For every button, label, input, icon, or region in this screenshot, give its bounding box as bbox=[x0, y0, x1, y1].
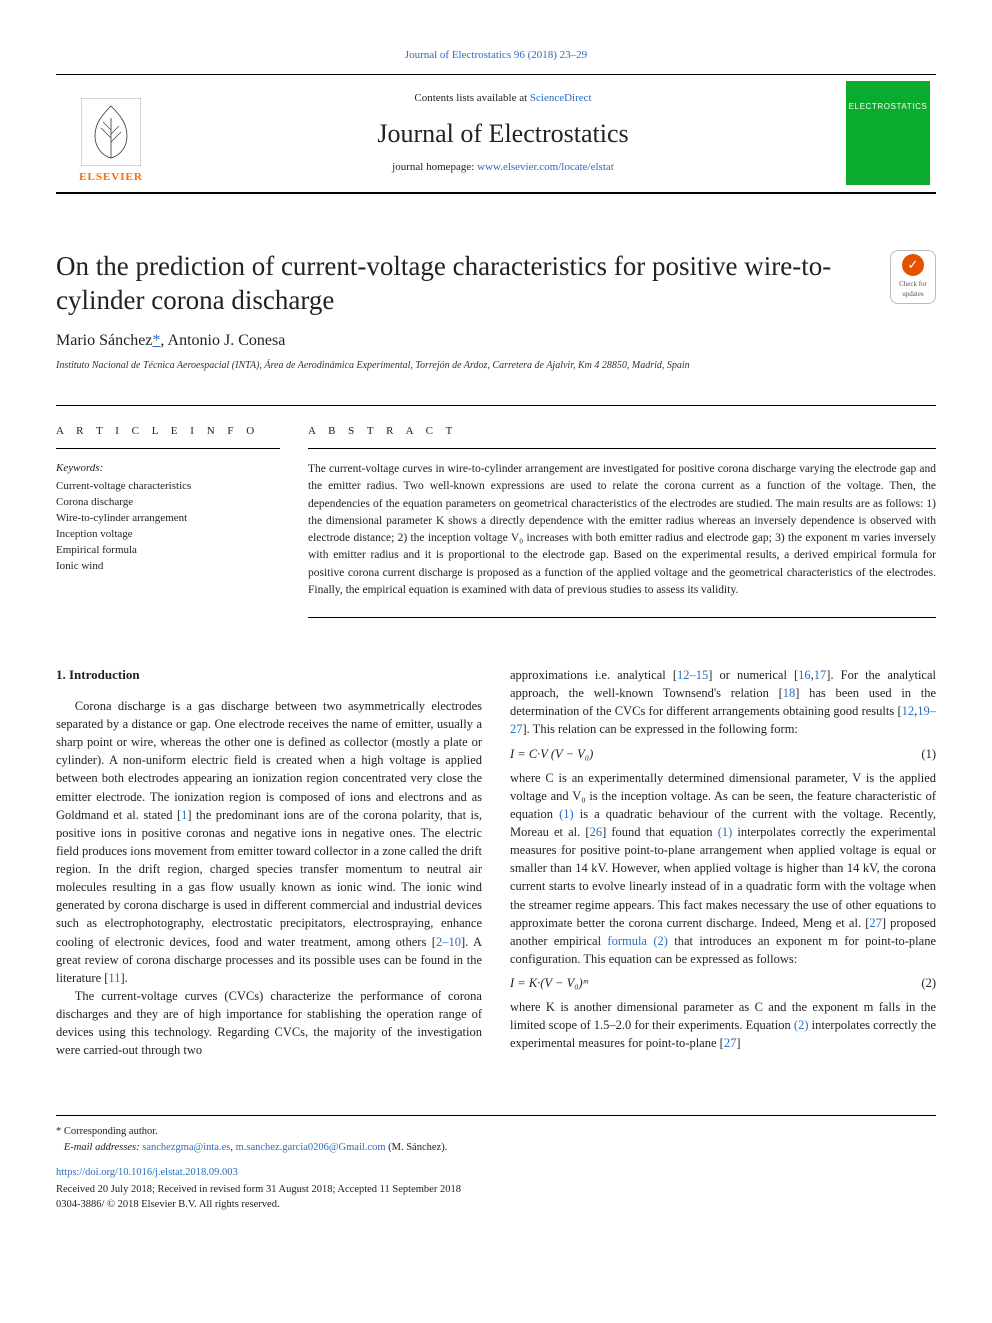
body-text: interpolates correctly the experimental … bbox=[510, 825, 936, 930]
ref-link[interactable]: (2) bbox=[794, 1018, 809, 1032]
ref-link[interactable]: (1) bbox=[559, 807, 574, 821]
top-citation: Journal of Electrostatics 96 (2018) 23–2… bbox=[56, 48, 936, 64]
keyword: Wire-to-cylinder arrangement bbox=[56, 511, 280, 527]
ref-link[interactable]: 26 bbox=[590, 825, 603, 839]
equation-number: (1) bbox=[921, 745, 936, 763]
keyword: Inception voltage bbox=[56, 527, 280, 543]
cover-text: ELECTROSTATICS bbox=[849, 101, 928, 113]
body-para: where C is an experimentally determined … bbox=[510, 769, 936, 968]
homepage-link[interactable]: www.elsevier.com/locate/elstat bbox=[477, 161, 614, 173]
publisher-logo: ELSEVIER bbox=[56, 75, 166, 192]
article-header: On the prediction of current-voltage cha… bbox=[56, 250, 936, 373]
masthead: ELSEVIER Contents lists available at Sci… bbox=[56, 74, 936, 194]
body-para: where K is another dimensional parameter… bbox=[510, 998, 936, 1052]
keyword: Empirical formula bbox=[56, 543, 280, 559]
email-link[interactable]: m.sanchez.garcia0206@Gmail.com bbox=[236, 1142, 386, 1153]
issn-line: 0304-3886/ © 2018 Elsevier B.V. All righ… bbox=[56, 1197, 936, 1212]
ref-link[interactable]: 18 bbox=[783, 686, 796, 700]
keywords-label: Keywords: bbox=[56, 461, 280, 477]
body-text: ] found that equation bbox=[602, 825, 718, 839]
ref-link[interactable]: (1) bbox=[718, 825, 733, 839]
section-heading-1: 1. Introduction bbox=[56, 666, 482, 685]
journal-title: Journal of Electrostatics bbox=[166, 115, 840, 153]
email-label: E-mail addresses: bbox=[64, 1142, 142, 1153]
abstract: A B S T R A C T The current-voltage curv… bbox=[308, 406, 936, 618]
body-text: ]. bbox=[120, 971, 127, 985]
cover-thumb: ELECTROSTATICS bbox=[840, 75, 936, 192]
keyword: Corona discharge bbox=[56, 495, 280, 511]
equation-body: I = C·V (V − V₀) bbox=[510, 745, 593, 763]
masthead-center: Contents lists available at ScienceDirec… bbox=[166, 91, 840, 177]
keywords-list: Current-voltage characteristics Corona d… bbox=[56, 479, 280, 575]
homepage-prefix: journal homepage: bbox=[392, 161, 477, 173]
doi-line: https://doi.org/10.1016/j.elstat.2018.09… bbox=[56, 1165, 936, 1180]
article-info: A R T I C L E I N F O Keywords: Current-… bbox=[56, 406, 280, 618]
check-updates-badge[interactable]: ✓ Check for updates bbox=[890, 250, 936, 304]
footnotes: * Corresponding author. E-mail addresses… bbox=[56, 1115, 936, 1212]
doi-link[interactable]: https://doi.org/10.1016/j.elstat.2018.09… bbox=[56, 1167, 238, 1178]
email-tail: (M. Sánchez). bbox=[386, 1142, 448, 1153]
ref-link[interactable]: 12–15 bbox=[677, 668, 708, 682]
check-updates-label: Check for updates bbox=[891, 279, 935, 299]
email-link[interactable]: sanchezgma@inta.es bbox=[142, 1142, 230, 1153]
body-para: Corona discharge is a gas discharge betw… bbox=[56, 697, 482, 987]
body-text: ]. This relation can be expressed in the… bbox=[523, 722, 798, 736]
ref-link[interactable]: 12 bbox=[902, 704, 915, 718]
article-body: 1. Introduction Corona discharge is a ga… bbox=[56, 666, 936, 1059]
contents-line: Contents lists available at ScienceDirec… bbox=[166, 91, 840, 107]
ref-link[interactable]: 17 bbox=[814, 668, 827, 682]
ref-link[interactable]: 27 bbox=[869, 916, 882, 930]
article-info-heading: A R T I C L E I N F O bbox=[56, 424, 280, 449]
keyword: Current-voltage characteristics bbox=[56, 479, 280, 495]
keyword: Ionic wind bbox=[56, 559, 280, 575]
body-para: approximations i.e. analytical [12–15] o… bbox=[510, 666, 936, 739]
article-title: On the prediction of current-voltage cha… bbox=[56, 250, 874, 318]
check-updates-icon: ✓ bbox=[902, 254, 924, 276]
authors: Mario Sánchez*, Antonio J. Conesa bbox=[56, 329, 936, 352]
body-text: ] bbox=[736, 1036, 740, 1050]
homepage-line: journal homepage: www.elsevier.com/locat… bbox=[166, 160, 840, 176]
received-line: Received 20 July 2018; Received in revis… bbox=[56, 1182, 936, 1197]
abstract-heading: A B S T R A C T bbox=[308, 424, 936, 449]
publisher-brand: ELSEVIER bbox=[79, 170, 143, 186]
info-abstract-row: A R T I C L E I N F O Keywords: Current-… bbox=[56, 405, 936, 618]
cover-box: ELECTROSTATICS bbox=[846, 81, 930, 185]
body-text: ] or numerical [ bbox=[708, 668, 798, 682]
author-2: , Antonio J. Conesa bbox=[160, 332, 285, 349]
body-text: ] the predominant ions are of the corona… bbox=[56, 808, 482, 949]
equation-1: I = C·V (V − V₀) (1) bbox=[510, 745, 936, 763]
ref-link[interactable]: 11 bbox=[108, 971, 120, 985]
body-text: approximations i.e. analytical [ bbox=[510, 668, 677, 682]
sciencedirect-link[interactable]: ScienceDirect bbox=[530, 92, 592, 104]
ref-link[interactable]: 2–10 bbox=[436, 935, 461, 949]
equation-number: (2) bbox=[921, 974, 936, 992]
equation-2: I = K·(V − V₀)ᵐ (2) bbox=[510, 974, 936, 992]
top-citation-link[interactable]: Journal of Electrostatics 96 (2018) 23–2… bbox=[405, 49, 587, 61]
ref-link[interactable]: 27 bbox=[724, 1036, 737, 1050]
corresponding-author-note: * Corresponding author. bbox=[56, 1124, 936, 1139]
contents-prefix: Contents lists available at bbox=[414, 92, 529, 104]
email-line: E-mail addresses: sanchezgma@inta.es, m.… bbox=[56, 1140, 936, 1155]
abstract-text: The current-voltage curves in wire-to-cy… bbox=[308, 461, 936, 618]
author-1: Mario Sánchez bbox=[56, 332, 152, 349]
equation-body: I = K·(V − V₀)ᵐ bbox=[510, 974, 588, 992]
body-para: The current-voltage curves (CVCs) charac… bbox=[56, 987, 482, 1060]
affiliation: Instituto Nacional de Técnica Aeroespaci… bbox=[56, 359, 936, 374]
elsevier-tree-icon bbox=[81, 98, 141, 166]
body-text: Corona discharge is a gas discharge betw… bbox=[56, 699, 482, 822]
ref-link[interactable]: 16 bbox=[798, 668, 811, 682]
ref-link[interactable]: formula (2) bbox=[607, 934, 668, 948]
